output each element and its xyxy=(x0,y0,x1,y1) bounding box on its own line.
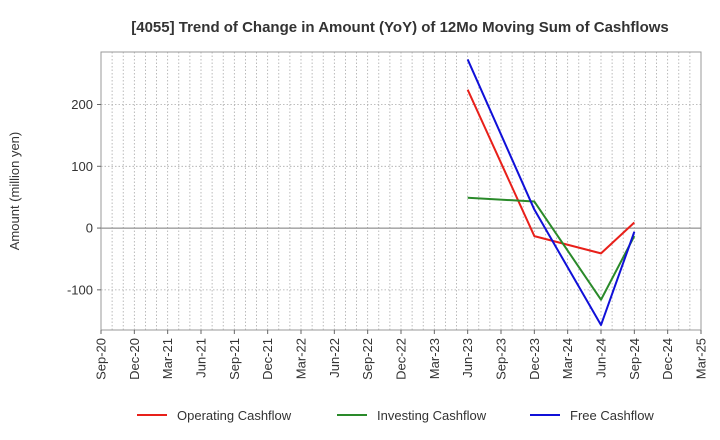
series-line-free-cashflow xyxy=(466,59,636,327)
y-axis: -100 0 100 200 xyxy=(67,97,101,297)
x-tick-label: Sep-24 xyxy=(627,338,642,380)
x-tick-label: Jun-22 xyxy=(327,338,342,378)
y-axis-label: Amount (million yen) xyxy=(7,132,22,251)
legend-label-operating-cashflow: Operating Cashflow xyxy=(177,408,292,423)
legend-label-free-cashflow: Free Cashflow xyxy=(570,408,654,423)
x-tick-label: Dec-24 xyxy=(660,338,675,380)
x-tick-label: Mar-25 xyxy=(694,338,709,379)
x-tick-label: Dec-23 xyxy=(527,338,542,380)
legend: Operating Cashflow Investing Cashflow Free… xyxy=(137,408,654,423)
x-tick-label: Sep-23 xyxy=(494,338,509,380)
y-tick-label: 0 xyxy=(86,221,93,236)
y-tick-label: -100 xyxy=(67,282,93,297)
x-tick-label: Dec-20 xyxy=(127,338,142,380)
x-tick-label: Sep-22 xyxy=(360,338,375,380)
chart-title: [4055] Trend of Change in Amount (YoY) o… xyxy=(131,19,669,36)
x-tick-label: Mar-23 xyxy=(427,338,442,379)
x-tick-label: Dec-22 xyxy=(394,338,409,380)
x-tick-label: Mar-21 xyxy=(160,338,175,379)
x-tick-label: Mar-24 xyxy=(560,338,575,379)
x-tick-label: Jun-24 xyxy=(594,338,609,378)
x-tick-label: Sep-20 xyxy=(94,338,109,380)
x-tick-label: Dec-21 xyxy=(260,338,275,380)
x-tick-label: Jun-21 xyxy=(194,338,209,378)
x-tick-label: Jun-23 xyxy=(460,338,475,378)
y-tick-label: 100 xyxy=(71,159,93,174)
y-tick-label: 200 xyxy=(71,97,93,112)
x-tick-label: Sep-21 xyxy=(227,338,242,380)
series-line-investing-cashflow xyxy=(467,196,636,301)
series-group xyxy=(466,59,636,327)
grid xyxy=(101,52,701,330)
x-axis: Sep-20 Dec-20 Mar-21 Jun-21 Sep-21 Dec-21 Mar-… xyxy=(94,330,709,380)
x-tick-label: Mar-22 xyxy=(294,338,309,379)
series-line-operating-cashflow xyxy=(466,89,636,255)
legend-label-investing-cashflow: Investing Cashflow xyxy=(377,408,487,423)
plot-area xyxy=(100,51,702,331)
